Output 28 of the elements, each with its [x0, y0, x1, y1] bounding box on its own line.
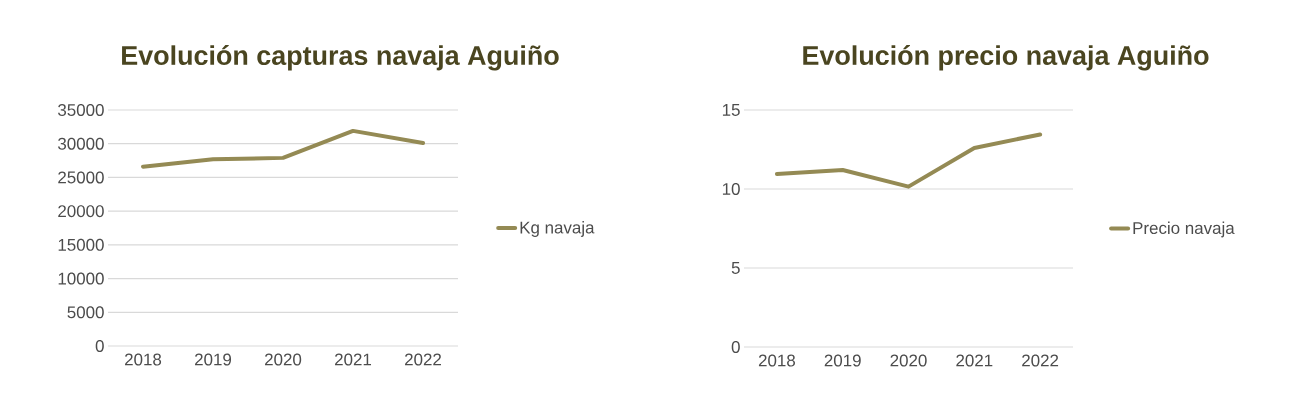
x-tick-label: 2018 [758, 354, 796, 367]
y-tick-label: 15000 [58, 238, 104, 251]
x-tick-label: 2022 [405, 353, 441, 366]
y-tick-label: 35000 [58, 104, 104, 116]
legend-label: Kg navaja [520, 221, 595, 237]
y-tick-label: 30000 [58, 137, 104, 150]
y-tick-label: 10000 [58, 272, 104, 285]
x-tick-label: 2020 [890, 354, 927, 367]
legend-label: Precio navaja [1133, 221, 1235, 238]
line-series [774, 132, 1043, 189]
chart-title: Evolución capturas navaja Aguiño [122, 45, 559, 71]
y-tick-label: 5000 [67, 306, 104, 319]
y-tick-label: 20000 [58, 205, 104, 218]
x-tick-label: 2019 [824, 354, 861, 367]
y-tick-label: 0 [731, 341, 740, 353]
x-tick-label: 2020 [265, 353, 302, 366]
x-tick-label: 2019 [195, 353, 232, 366]
x-tick-label: 2021 [335, 353, 372, 366]
x-tick-label: 2018 [125, 353, 162, 366]
y-tick-label: 25000 [58, 171, 104, 184]
y-tick-label: 0 [95, 340, 104, 352]
y-tick-label: 15 [722, 104, 740, 116]
chart-title: Evolución precio navaja Aguiño [803, 45, 1209, 71]
y-tick-label: 10 [722, 183, 740, 195]
y-tick-label: 5 [731, 262, 740, 274]
x-tick-label: 2022 [1022, 354, 1059, 367]
line-series [141, 128, 425, 169]
x-tick-label: 2021 [956, 354, 993, 367]
